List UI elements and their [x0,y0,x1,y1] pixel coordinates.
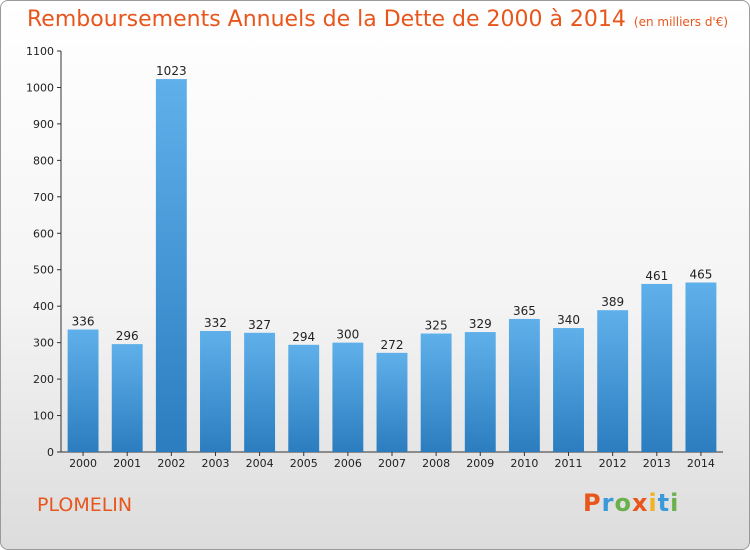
value-label-2010: 365 [513,304,536,318]
x-tick-label: 2011 [555,457,583,470]
bar-2013 [641,283,673,452]
y-tick-label: 0 [47,446,54,459]
value-label-2011: 340 [557,313,580,327]
chart-subtitle: (en milliers d'€) [633,15,729,29]
y-tick-label: 700 [33,191,54,204]
bar-2005 [288,344,320,452]
bar-2012 [597,310,629,452]
bar-2008 [420,333,452,452]
y-tick-label: 400 [33,300,54,313]
x-tick-label: 2006 [334,457,362,470]
logo-letter: r [601,489,615,517]
value-label-2009: 329 [469,317,492,331]
y-tick-label: 200 [33,373,54,386]
bar-2003 [200,330,231,452]
logo-letter: i [648,489,658,517]
value-label-2007: 272 [381,338,404,352]
proxiti-logo: Proxiti [583,489,679,517]
chart-title-text: Remboursements Annuels de la Dette de 20… [27,7,626,32]
value-label-2001: 296 [116,329,139,343]
logo-letter: x [631,489,649,517]
x-tick-label: 2013 [643,457,671,470]
logo-letter: t [657,489,671,517]
bar-2010 [508,318,540,452]
y-tick-label: 300 [33,337,54,350]
value-label-2002: 1023 [156,64,187,78]
y-tick-label: 1100 [26,45,54,58]
value-label-2005: 294 [292,330,315,344]
bar-2006 [332,342,364,452]
x-tick-label: 2000 [69,457,97,470]
logo-letter: o [614,489,632,517]
bar-2009 [464,332,496,452]
bar-2014 [685,282,717,452]
x-tick-label: 2010 [510,457,538,470]
x-tick-label: 2007 [378,457,406,470]
bar-2011 [553,328,584,452]
x-tick-label: 2014 [687,457,715,470]
x-tick-label: 2001 [113,457,141,470]
bar-2001 [111,344,143,452]
y-tick-label: 600 [33,227,54,240]
x-tick-label: 2008 [422,457,450,470]
value-label-2004: 327 [248,318,271,332]
logo-letter: i [670,489,680,517]
logo-letter: P [583,489,602,517]
value-label-2006: 300 [336,328,359,342]
bar-2007 [376,352,408,452]
bar-2002 [155,79,187,452]
value-label-2008: 325 [425,319,448,333]
value-label-2003: 332 [204,316,227,330]
x-tick-label: 2004 [246,457,274,470]
value-label-2012: 389 [601,295,624,309]
value-label-2013: 461 [645,269,668,283]
x-tick-label: 2005 [290,457,318,470]
x-tick-label: 2009 [466,457,494,470]
y-tick-label: 100 [33,410,54,423]
y-tick-label: 900 [33,118,54,131]
value-label-2000: 336 [72,315,95,329]
bar-2004 [244,332,276,452]
x-tick-label: 2012 [599,457,627,470]
chart-title: Remboursements Annuels de la Dette de 20… [27,7,728,32]
y-tick-label: 800 [33,154,54,167]
city-name: PLOMELIN [37,494,133,516]
x-tick-label: 2003 [201,457,229,470]
y-tick-label: 500 [33,264,54,277]
value-label-2014: 465 [689,267,712,281]
bar-2000 [67,329,99,452]
x-tick-label: 2002 [157,457,185,470]
y-tick-label: 1000 [26,81,54,94]
